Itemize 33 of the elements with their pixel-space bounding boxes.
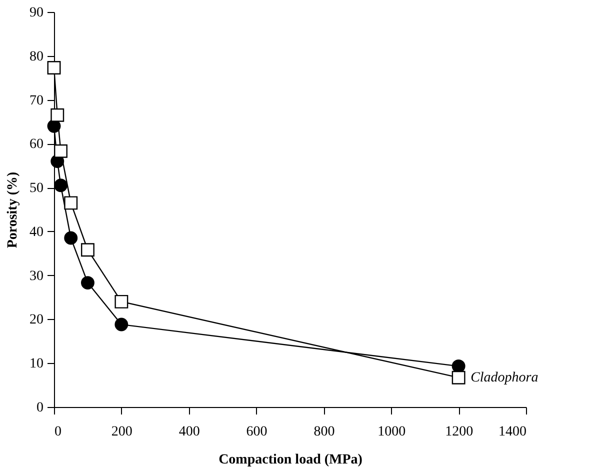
- x-tick-label: 800: [314, 424, 335, 440]
- y-tick-label: 70: [30, 93, 44, 108]
- y-tick-label: 10: [30, 356, 44, 372]
- y-tick-label: 30: [30, 268, 44, 284]
- point: [64, 196, 78, 210]
- y-tick-label: 40: [30, 224, 44, 240]
- point: [80, 276, 94, 290]
- point: [114, 294, 128, 308]
- y-tick-label: 90: [30, 6, 44, 20]
- point: [114, 318, 128, 332]
- x-tick-label: 1400: [498, 424, 526, 440]
- series-label: Cladophora: [470, 370, 538, 386]
- point: [452, 370, 466, 384]
- point: [54, 178, 68, 192]
- point: [54, 144, 68, 158]
- x-tick-label: 200: [111, 424, 132, 440]
- y-tick-label: 60: [30, 137, 44, 152]
- x-tick-label: 0: [54, 424, 62, 440]
- x-axis-title: Compaction load (MPa): [218, 452, 363, 468]
- point: [50, 108, 64, 122]
- y-tick-label: 80: [30, 49, 44, 64]
- y-axis-title: Porosity (%): [6, 171, 20, 248]
- point: [80, 243, 94, 257]
- y-tick-label: 0: [36, 400, 44, 416]
- x-tick-label: 600: [246, 424, 268, 440]
- y-tick-label: 20: [30, 312, 44, 328]
- x-tick-label: 1000: [378, 424, 406, 440]
- y-tick-label: 50: [30, 181, 44, 196]
- x-tick-label: 1200: [445, 424, 474, 440]
- point: [452, 359, 466, 373]
- x-tick-label: 400: [178, 424, 200, 440]
- point: [64, 231, 78, 245]
- point: [47, 61, 61, 74]
